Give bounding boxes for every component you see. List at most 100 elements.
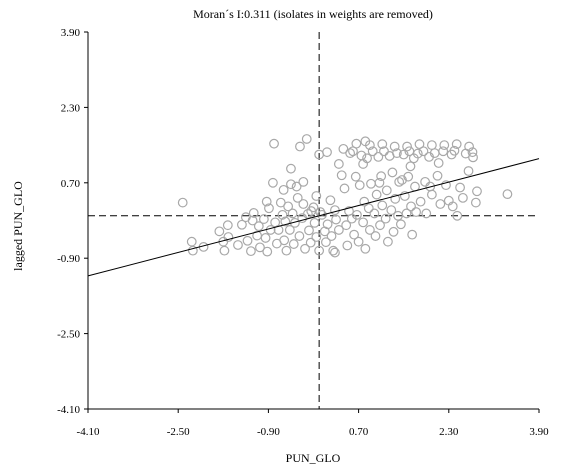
- data-point: [177, 197, 188, 208]
- data-point: [451, 139, 462, 150]
- y-tick-label: -0.90: [57, 253, 80, 265]
- data-point: [322, 147, 332, 158]
- data-point: [388, 226, 399, 237]
- data-point: [403, 171, 414, 182]
- data-point: [342, 240, 353, 251]
- data-point: [311, 191, 322, 201]
- data-point: [438, 146, 449, 157]
- data-point: [317, 209, 327, 220]
- data-point: [339, 183, 350, 194]
- data-point: [350, 171, 361, 182]
- data-point: [373, 151, 384, 162]
- chart-title: Moran´s I:0.311 (isolates in weights are…: [193, 7, 433, 21]
- data-point: [463, 166, 474, 176]
- data-point: [326, 231, 337, 241]
- data-point: [381, 185, 392, 196]
- data-point: [338, 143, 349, 154]
- data-point: [253, 221, 264, 232]
- data-point: [435, 199, 446, 209]
- data-point: [360, 136, 371, 147]
- data-point: [298, 176, 309, 187]
- data-point: [314, 149, 325, 160]
- y-axis-ticks: 3.90 2.30 0.70 -0.90 -2.50 -4.10: [57, 27, 88, 416]
- data-point: [363, 203, 374, 214]
- data-point: [333, 159, 344, 169]
- data-point: [298, 199, 309, 209]
- data-point: [223, 232, 234, 242]
- mean-reference-lines: [88, 32, 539, 409]
- data-point: [246, 246, 256, 257]
- data-point: [394, 176, 405, 187]
- plot-axes: [87, 32, 539, 410]
- data-point: [242, 235, 253, 246]
- data-point: [426, 140, 437, 151]
- data-point: [414, 139, 425, 150]
- data-point: [281, 245, 292, 256]
- data-point: [237, 219, 247, 230]
- data-point: [333, 225, 344, 235]
- data-point: [464, 141, 474, 152]
- data-point: [502, 189, 513, 200]
- data-point: [328, 245, 339, 256]
- y-tick-label: -2.50: [57, 329, 80, 341]
- data-point: [425, 181, 436, 192]
- data-point: [278, 184, 289, 195]
- regression-line: [87, 158, 540, 277]
- data-point: [330, 247, 340, 258]
- data-point: [380, 213, 391, 224]
- data-point: [286, 163, 296, 174]
- data-point: [370, 231, 381, 241]
- data-point: [376, 171, 387, 182]
- data-point: [390, 193, 401, 204]
- data-point: [360, 243, 371, 254]
- data-point: [300, 243, 310, 254]
- data-point: [260, 233, 271, 243]
- data-point: [402, 141, 412, 152]
- data-point: [349, 229, 359, 240]
- data-point: [283, 201, 294, 212]
- data-point: [358, 217, 369, 228]
- data-point: [258, 214, 269, 224]
- data-point: [405, 161, 416, 172]
- data-point: [268, 177, 278, 188]
- data-point: [386, 205, 397, 216]
- data-point: [294, 231, 305, 241]
- data-point: [395, 219, 406, 230]
- data-point: [412, 148, 423, 159]
- data-point: [280, 216, 291, 227]
- data-point: [387, 167, 398, 178]
- data-point: [306, 206, 317, 216]
- data-point: [367, 146, 378, 157]
- data-point: [359, 196, 370, 207]
- data-point: [353, 236, 364, 247]
- data-point: [358, 159, 369, 169]
- data-point: [284, 225, 295, 235]
- data-point: [467, 147, 478, 158]
- data-point: [415, 196, 426, 207]
- data-point: [311, 232, 322, 242]
- data-point: [286, 179, 296, 190]
- data-point: [304, 225, 314, 236]
- data-point: [309, 217, 320, 228]
- data-point: [351, 138, 362, 149]
- data-point: [261, 196, 272, 207]
- data-point: [421, 208, 432, 219]
- x-tick-label: -2.50: [167, 426, 190, 438]
- data-point: [366, 178, 376, 189]
- data-point: [314, 245, 325, 256]
- data-point: [214, 226, 225, 237]
- data-point: [295, 141, 305, 152]
- data-point: [325, 195, 336, 206]
- x-axis-ticks: -4.10 -2.50 -0.90 0.70 2.30 3.90: [77, 409, 549, 438]
- y-tick-label: -4.10: [57, 404, 80, 416]
- x-tick-label: 2.30: [439, 426, 459, 438]
- data-point: [377, 200, 388, 211]
- data-point: [262, 246, 273, 257]
- data-point: [455, 182, 465, 193]
- data-point: [420, 176, 431, 187]
- data-point: [247, 215, 258, 226]
- y-axis-label: lagged PUN_GLO: [11, 181, 25, 271]
- data-point: [375, 220, 385, 231]
- y-tick-label: 3.90: [61, 27, 81, 39]
